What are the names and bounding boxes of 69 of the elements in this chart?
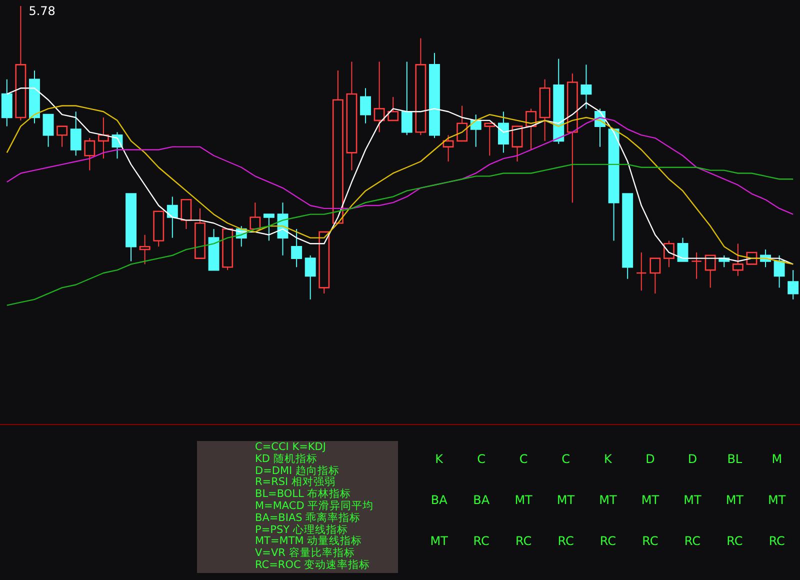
text: MT=MTM 动量线指标 (255, 535, 364, 548)
text: C (477, 452, 486, 466)
text: RC (684, 534, 700, 548)
annotation: 5.78 (28, 4, 56, 18)
text: RC=ROC 变动速率指标 (255, 558, 372, 572)
text: D (688, 452, 698, 466)
candlestick (291, 228, 302, 268)
text: MT (684, 493, 702, 507)
text: M (772, 452, 782, 466)
candlestick (498, 111, 509, 154)
text: BL (727, 452, 742, 466)
candlestick (56, 126, 68, 148)
text: MT (514, 493, 532, 507)
text: K (435, 452, 444, 466)
candlestick (788, 270, 799, 300)
text: C (562, 452, 570, 466)
text: D=DMI 趋向指标 (255, 464, 340, 477)
text: R=RSI 相对强弱 (255, 476, 336, 488)
text: RC (473, 534, 490, 548)
candlestick (374, 61, 385, 133)
text: MT (768, 493, 786, 507)
text: C=CCI K=KDJ (255, 441, 327, 454)
candlestick (401, 61, 412, 136)
text: MT (430, 534, 448, 548)
candlestick (139, 234, 150, 265)
text: BA=BIAS 乖离率指标 (255, 512, 362, 524)
candlestick (774, 254, 785, 288)
text: MT (726, 493, 744, 507)
candlestick (360, 88, 371, 124)
text: P=PSY 心理线指标 (255, 524, 348, 536)
candlestick (263, 214, 274, 242)
text: RC (558, 534, 574, 548)
text: V=VR 容量比率指标 (255, 547, 356, 560)
candlestick (70, 111, 82, 156)
text: D (646, 452, 655, 466)
text: MT (556, 493, 575, 507)
text: BL=BOLL 布林指标 (255, 488, 352, 500)
candlestick (691, 252, 702, 280)
candlestick (484, 122, 496, 156)
text: C (519, 452, 528, 466)
candlestick (388, 96, 399, 122)
candlestick (166, 196, 178, 238)
text: RC (600, 534, 616, 548)
candlestick (677, 237, 688, 262)
candlestick (636, 252, 647, 292)
candlestick (1, 78, 12, 127)
candlestick (42, 114, 54, 148)
candlestick (732, 243, 744, 276)
candlestick (650, 258, 661, 294)
text: RC (642, 534, 658, 548)
candlestick (456, 105, 468, 142)
text: RC (768, 534, 785, 548)
text: KD 随机指标 (255, 452, 318, 466)
text: BA (473, 493, 490, 507)
candlestick (580, 64, 592, 110)
candlestick (704, 254, 716, 288)
candlestick (304, 254, 316, 300)
text: BA (430, 493, 448, 507)
candlestick (180, 199, 192, 230)
candlestick (84, 138, 96, 171)
text: MT (641, 493, 660, 507)
text: K (604, 452, 612, 466)
candlestick (250, 202, 261, 230)
text: MT (599, 493, 617, 507)
candlestick (442, 134, 454, 162)
text: M=MACD 平滑异同平均 (255, 500, 375, 512)
text: RC (515, 534, 532, 548)
candlestick (512, 126, 523, 162)
text: RC (726, 534, 743, 548)
